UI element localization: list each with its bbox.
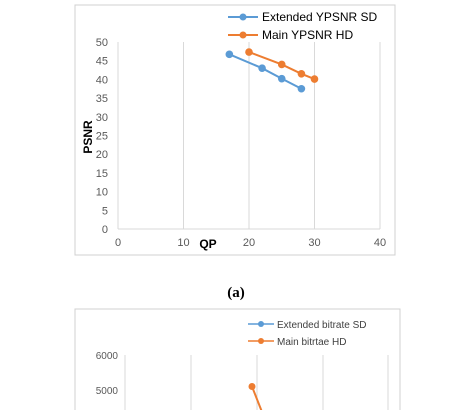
chart-a-x-axis-title: QP bbox=[199, 237, 216, 251]
chart-a-legend: Extended YPSNR SD Main YPSNR HD bbox=[228, 10, 378, 42]
data-point-main-bitrtae-hd bbox=[248, 383, 256, 390]
series-line-extended-ypsnr-sd bbox=[228, 53, 302, 90]
chart-a-x-tick-label: 20 bbox=[243, 237, 255, 249]
chart-a-y-tick-label: 35 bbox=[96, 93, 108, 105]
chart-a-gridlines bbox=[117, 42, 381, 230]
chart-a-y-tick-label: 45 bbox=[96, 56, 108, 68]
legend-marker-extended-bitrate-sd bbox=[258, 321, 264, 327]
chart-a-panel bbox=[74, 4, 396, 256]
chart-b-y-tick-label: 6000 bbox=[96, 351, 119, 362]
chart-a-x-tick-labels: 0 10 20 30 40 bbox=[115, 237, 386, 249]
chart-a-y-tick-label: 5 bbox=[102, 205, 108, 217]
legend-marker-extended-ypsnr-sd bbox=[239, 13, 247, 21]
data-point-extended-ypsnr-sd bbox=[225, 50, 234, 59]
legend-marker-main-ypsnr-hd bbox=[239, 31, 247, 39]
chart-a-y-tick-label: 30 bbox=[96, 112, 108, 124]
chart-b-y-tick-label: 5000 bbox=[96, 386, 119, 397]
chart-a-y-tick-label: 20 bbox=[96, 149, 108, 161]
chart-a-y-tick-label: 50 bbox=[96, 37, 108, 49]
chart-a-series bbox=[225, 48, 319, 93]
chart-b-panel bbox=[74, 308, 401, 410]
chart-a-y-tick-label: 15 bbox=[96, 168, 108, 180]
chart-a-y-tick-label: 10 bbox=[96, 187, 108, 199]
chart-a-caption: (a) bbox=[227, 285, 245, 301]
data-point-main-ypsnr-hd bbox=[245, 48, 253, 56]
chart-a: 0 5 10 15 20 25 30 35 40 45 50 0 10 20 30 40 PSNR QP E… bbox=[74, 4, 396, 256]
data-point-extended-ypsnr-sd bbox=[297, 84, 306, 93]
data-point-main-ypsnr-hd bbox=[310, 75, 319, 83]
chart-b-legend: Extended bitrate SD Main bitrtae HD bbox=[248, 320, 367, 348]
chart-a-y-tick-label: 0 bbox=[102, 224, 108, 236]
legend-marker-main-bitrtae-hd bbox=[258, 338, 264, 344]
legend-label-extended-bitrate-sd: Extended bitrate SD bbox=[277, 320, 367, 331]
legend-label-main-ypsnr-hd: Main YPSNR HD bbox=[262, 28, 353, 42]
chart-a-x-tick-label: 0 bbox=[115, 237, 121, 249]
chart-a-x-tick-label: 10 bbox=[177, 237, 189, 249]
data-point-extended-ypsnr-sd bbox=[277, 74, 286, 83]
data-point-main-ypsnr-hd bbox=[277, 60, 286, 69]
data-point-main-ypsnr-hd bbox=[297, 69, 306, 78]
chart-a-y-tick-labels: 0 5 10 15 20 25 30 35 40 45 50 bbox=[96, 37, 108, 236]
chart-b-series bbox=[248, 383, 263, 410]
chart-a-y-tick-label: 25 bbox=[96, 131, 108, 143]
chart-a-x-tick-label: 40 bbox=[374, 237, 386, 249]
series-line-main-bitrtae-hd bbox=[251, 386, 263, 410]
chart-b-gridlines bbox=[124, 355, 389, 410]
series-line-main-ypsnr-hd bbox=[248, 51, 315, 80]
chart-b: 6000 5000 Extended bitrate SD Main bitrta… bbox=[74, 308, 401, 410]
data-point-extended-ypsnr-sd bbox=[258, 64, 266, 72]
chart-b-y-tick-labels: 6000 5000 bbox=[96, 351, 119, 397]
legend-label-extended-ypsnr-sd: Extended YPSNR SD bbox=[262, 10, 378, 24]
chart-a-y-axis-title: PSNR bbox=[81, 120, 95, 154]
chart-a-x-tick-label: 30 bbox=[308, 237, 320, 249]
chart-a-y-tick-label: 40 bbox=[96, 74, 108, 86]
legend-label-main-bitrtae-hd: Main bitrtae HD bbox=[277, 337, 346, 348]
